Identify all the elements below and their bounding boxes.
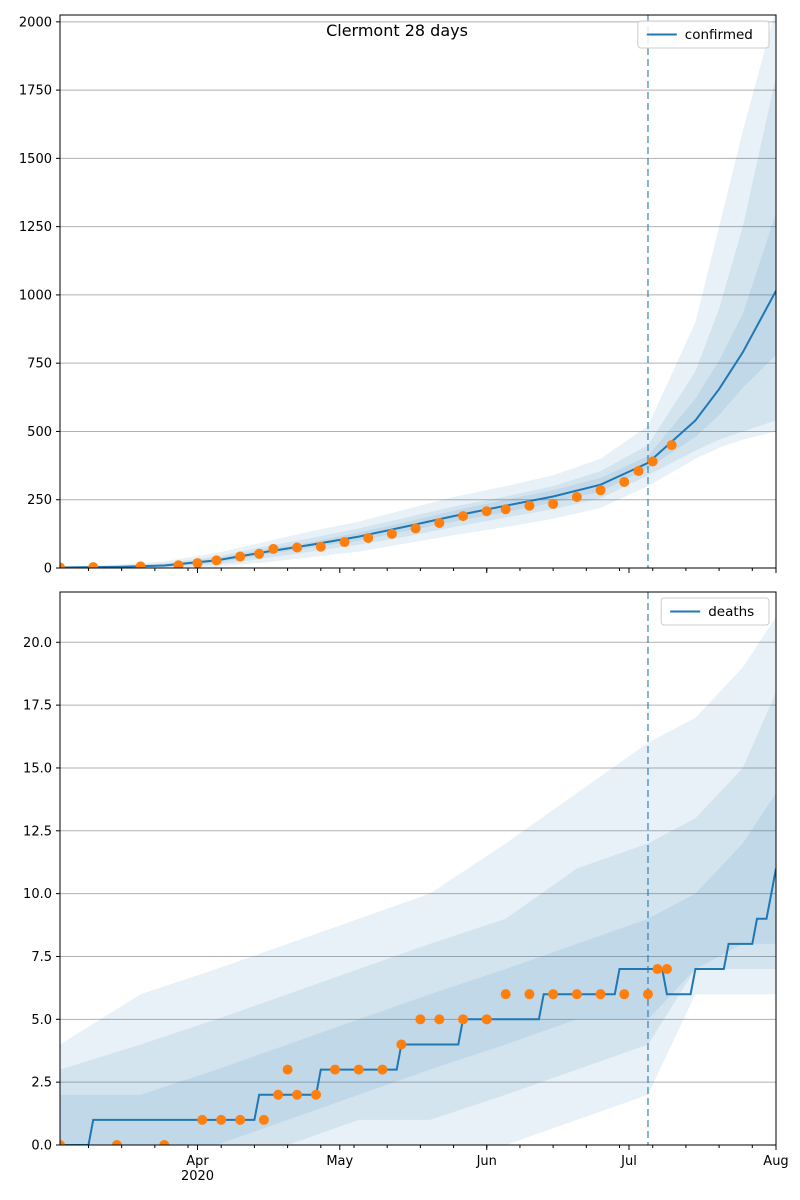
plot-area (60, 592, 776, 1145)
y-tick-label: 17.5 (23, 699, 52, 714)
legend-label: deaths (708, 604, 754, 620)
observed-point (458, 1014, 469, 1025)
observed-point (258, 1114, 269, 1125)
x-tick-label: 2020 (181, 1169, 214, 1184)
observed-point (292, 1089, 303, 1100)
observed-point (273, 1089, 284, 1100)
observed-point (315, 541, 326, 552)
observed-point (458, 511, 469, 522)
observed-point (434, 517, 445, 528)
y-tick-label: 12.5 (23, 824, 52, 839)
observed-point (254, 548, 265, 559)
axes-frame (59, 591, 777, 1146)
observed-point (633, 466, 644, 477)
legend-box (637, 20, 770, 49)
observed-point (353, 1064, 364, 1075)
legend-label: confirmed (685, 27, 753, 43)
y-tick-label: 750 (27, 357, 52, 372)
plot-area (60, 15, 776, 568)
axes-frame (59, 14, 777, 569)
observed-point (642, 989, 653, 1000)
observed-point (60, 562, 65, 568)
observed-point (197, 1114, 208, 1125)
y-tick-label: 2000 (19, 15, 52, 30)
observed-point (548, 498, 559, 509)
observed-point (524, 500, 535, 511)
x-tick-label: May (326, 1154, 353, 1169)
band-middle (60, 692, 776, 1145)
figure-title: Clermont 28 days (326, 21, 468, 40)
observed-point (235, 1114, 246, 1125)
observed-point (363, 532, 374, 543)
observed-point (571, 989, 582, 1000)
observed-point (192, 558, 203, 568)
observed-point (311, 1089, 322, 1100)
observed-point (135, 561, 146, 568)
observed-point (548, 989, 559, 1000)
series-deaths (60, 868, 776, 1145)
observed-point (647, 456, 658, 467)
observed-point (216, 1114, 227, 1125)
observed-point (481, 1014, 492, 1025)
observed-point (282, 1064, 293, 1075)
observed-point (211, 555, 222, 566)
y-tick-label: 20.0 (23, 636, 52, 651)
observed-point (292, 542, 303, 553)
observed-point (661, 964, 672, 975)
band-inner (60, 213, 776, 568)
observed-point (396, 1039, 407, 1050)
observed-point (666, 440, 677, 451)
observed-point (652, 964, 663, 975)
y-tick-label: 0.0 (31, 1139, 52, 1154)
observed-point (524, 989, 535, 1000)
observed-point (377, 1064, 388, 1075)
observed-point (330, 1064, 341, 1075)
y-tick-label: 2.5 (31, 1076, 52, 1091)
x-tick-label: Jun (476, 1154, 497, 1169)
observed-point (60, 1140, 65, 1145)
x-tick-label: Jul (620, 1154, 637, 1169)
observed-point (619, 476, 630, 487)
observed-point (410, 523, 421, 534)
observed-point (268, 543, 279, 554)
y-tick-label: 500 (27, 425, 52, 440)
observed-point (235, 551, 246, 562)
confirmed-panel: 0 250 500 750 1000 1250 1500 1750 2000 confirmed (19, 14, 777, 577)
observed-point (386, 528, 397, 539)
y-tick-label: 10.0 (23, 887, 52, 902)
observed-point (111, 1140, 122, 1145)
x-tick-label: Apr (186, 1154, 209, 1169)
observed-point (595, 485, 606, 496)
legend-box (660, 597, 770, 626)
y-tick-label: 15.0 (23, 761, 52, 776)
band-outer (60, 617, 776, 1145)
y-tick-label: 1500 (19, 152, 52, 167)
observed-point (88, 562, 99, 568)
y-tick-label: 5.0 (31, 1013, 52, 1028)
observed-point (173, 560, 184, 568)
y-tick-label: 1000 (19, 288, 52, 303)
observed-point (619, 989, 630, 1000)
observed-point (595, 989, 606, 1000)
observed-point (500, 989, 511, 1000)
y-tick-label: 1750 (19, 84, 52, 99)
y-tick-label: 250 (27, 493, 52, 508)
x-tick-label: Aug (763, 1154, 788, 1169)
y-tick-label: 0 (44, 562, 52, 577)
observed-point (415, 1014, 426, 1025)
y-tick-label: 1250 (19, 220, 52, 235)
observed-point (481, 506, 492, 517)
observed-point (159, 1140, 170, 1145)
observed-point (571, 491, 582, 502)
observed-point (434, 1014, 445, 1025)
observed-point (339, 537, 350, 548)
observed-point (500, 504, 511, 515)
y-tick-label: 7.5 (31, 950, 52, 965)
